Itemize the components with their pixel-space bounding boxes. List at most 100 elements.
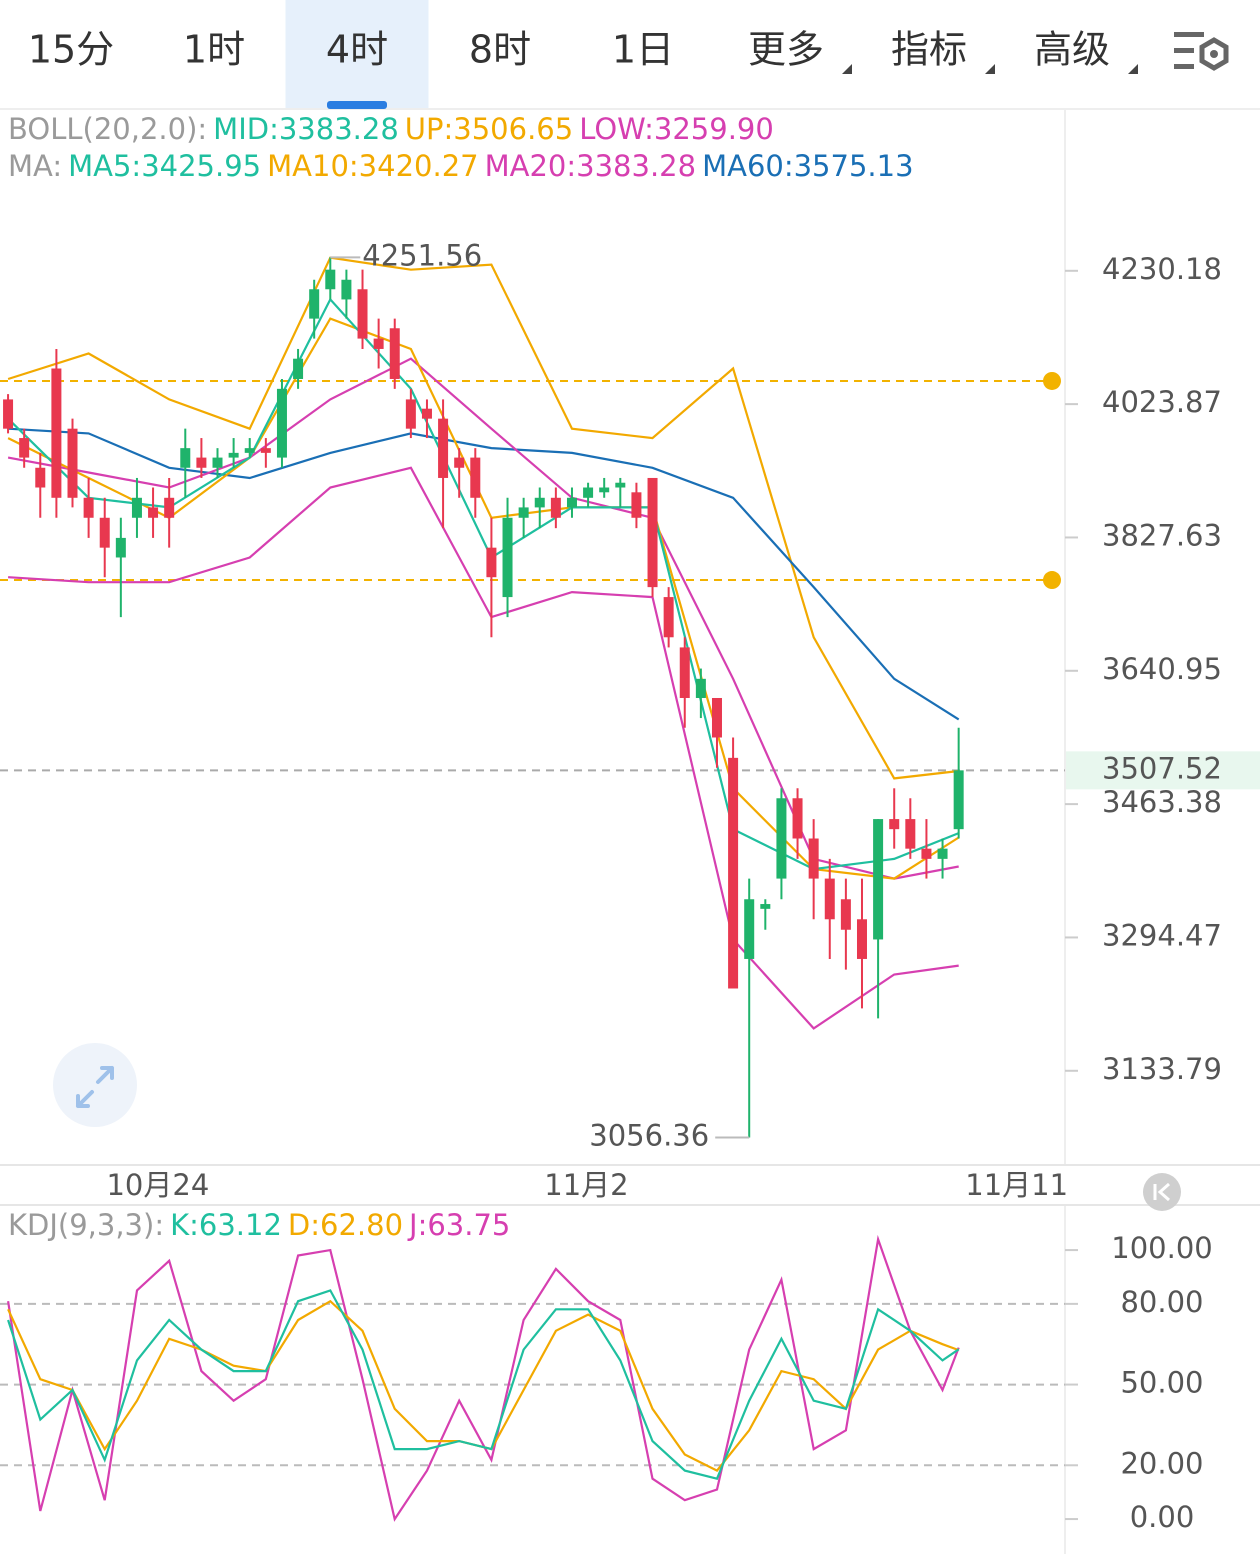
dropdown-caret — [985, 64, 995, 74]
legend-entry: MID:3383.28 — [213, 112, 399, 146]
candle-body — [309, 289, 320, 319]
min-label: 3056.36 — [589, 1118, 709, 1152]
candle-body — [583, 487, 594, 498]
candle-body — [212, 457, 223, 468]
candle-body — [808, 838, 819, 879]
candle-body — [679, 647, 690, 698]
last-price-bg — [1066, 751, 1260, 790]
candle-body — [438, 418, 449, 478]
price-level-handle[interactable] — [1043, 371, 1061, 390]
settings-icon[interactable] — [1174, 32, 1229, 71]
candle-body — [776, 798, 787, 879]
candle-body — [260, 448, 271, 453]
y-tick-label: 3827.63 — [1102, 518, 1222, 552]
tab[interactable]: 指标 — [891, 28, 967, 72]
candle-body — [148, 507, 159, 518]
dropdown-caret — [1128, 64, 1138, 74]
legend-entry: MA20:3383.28 — [485, 149, 696, 183]
candle-body — [792, 798, 803, 839]
indicator-line — [8, 427, 960, 721]
legend-entry: J:63.75 — [407, 1208, 510, 1242]
legend-entry: MA: — [8, 149, 62, 183]
candle-body — [486, 547, 497, 578]
candle-body — [840, 899, 851, 930]
legend-entry: K:63.12 — [170, 1208, 282, 1242]
candle-body — [67, 428, 78, 498]
x-tick-label: 11月11 — [965, 1168, 1068, 1202]
candle-body — [341, 279, 352, 300]
expand-arrows — [76, 1066, 114, 1108]
candle-body — [421, 408, 432, 419]
candle-body — [937, 848, 948, 859]
candle-body — [566, 497, 577, 508]
icon-gear — [1199, 37, 1229, 71]
y-tick-label: 3133.79 — [1102, 1052, 1222, 1086]
candle-body — [470, 457, 481, 498]
candle-body — [99, 517, 110, 548]
candle-body — [760, 904, 771, 909]
active-tab-indicator — [327, 101, 387, 109]
candle-body — [695, 678, 706, 698]
candle-body — [599, 487, 610, 493]
legend-entry: MA5:3425.95 — [68, 149, 261, 183]
candle-body — [35, 467, 46, 488]
candle-body — [647, 477, 658, 588]
candle-body — [115, 537, 126, 558]
tab[interactable]: 8时 — [469, 28, 531, 72]
button-glyph — [1153, 1182, 1170, 1202]
y-tick-label: 100.00 — [1111, 1231, 1212, 1265]
legend-entry: LOW:3259.90 — [579, 112, 774, 146]
candle-body — [405, 399, 416, 429]
candle-body — [518, 507, 529, 518]
candle-body — [905, 819, 916, 849]
tab[interactable]: 1时 — [183, 28, 245, 72]
icon-bar — [1174, 48, 1194, 53]
candle-body — [454, 457, 465, 468]
y-tick-label: 0.00 — [1130, 1500, 1195, 1534]
candle-body — [663, 597, 674, 638]
y-tick-label: 3463.38 — [1102, 785, 1222, 819]
scroll-latest-button[interactable] — [1143, 1173, 1181, 1211]
candle-body — [325, 269, 336, 290]
candle-body — [373, 338, 384, 349]
candle-body — [615, 482, 626, 488]
candle-body — [51, 368, 62, 498]
candle-body — [196, 457, 207, 468]
candle-body — [3, 399, 14, 429]
legend-entry: KDJ(9,3,3): — [8, 1208, 164, 1242]
y-tick-label: 3294.47 — [1102, 918, 1222, 952]
indicator-line — [7, 256, 959, 780]
tab[interactable]: 1日 — [612, 28, 674, 72]
active-tab-bg — [285, 0, 429, 108]
candle-body — [744, 899, 755, 959]
x-tick-label: 10月24 — [106, 1168, 209, 1202]
candle-body — [164, 497, 175, 518]
candle-body — [856, 919, 867, 959]
expand-button[interactable] — [53, 1043, 137, 1127]
candle-body — [873, 819, 884, 940]
candle-body — [550, 497, 561, 518]
tab[interactable]: 高级 — [1034, 28, 1110, 72]
candle-body — [824, 878, 835, 920]
y-tick-label: 3640.95 — [1102, 652, 1222, 686]
tab[interactable]: 15分 — [28, 28, 114, 72]
candle-body — [276, 388, 287, 458]
max-label: 4251.56 — [362, 238, 482, 272]
tab[interactable]: 更多 — [748, 28, 824, 72]
y-tick-label: 80.00 — [1120, 1285, 1203, 1319]
dropdown-caret — [842, 64, 852, 74]
last-price-label: 3507.52 — [1102, 751, 1222, 785]
legend-entry: UP:3506.65 — [405, 112, 573, 146]
price-level-handle[interactable] — [1043, 571, 1061, 590]
tab[interactable]: 4时 — [326, 28, 388, 72]
y-tick-label: 4023.87 — [1102, 385, 1222, 419]
candle-body — [711, 697, 722, 738]
candle-body — [228, 452, 239, 458]
legend-entry: D:62.80 — [288, 1208, 403, 1242]
legend-entry: MA10:3420.27 — [267, 149, 478, 183]
legend-entry: MA60:3575.13 — [702, 149, 913, 183]
candle-body — [293, 358, 304, 379]
candle-body — [502, 517, 513, 598]
icon-bar — [1174, 32, 1204, 37]
candle-body — [921, 848, 932, 859]
